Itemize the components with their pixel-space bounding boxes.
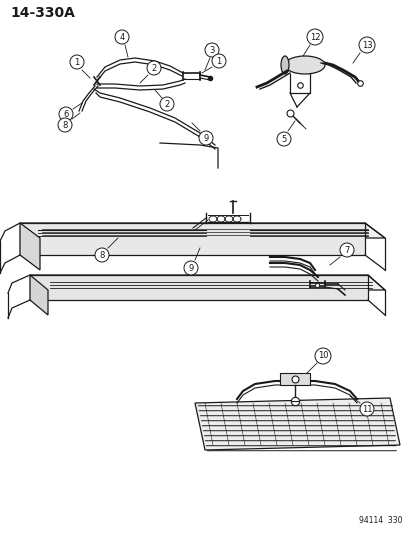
Circle shape [199,131,212,145]
Circle shape [358,37,374,53]
Text: 8: 8 [62,120,67,130]
Text: 4: 4 [119,33,124,42]
Text: 12: 12 [309,33,320,42]
Text: 8: 8 [99,251,104,260]
Polygon shape [20,223,40,270]
Polygon shape [30,275,367,300]
Text: 11: 11 [361,405,371,414]
Polygon shape [20,223,364,255]
Circle shape [147,61,161,75]
Circle shape [59,107,73,121]
Ellipse shape [280,56,288,74]
Text: 7: 7 [344,246,349,254]
Circle shape [204,43,218,57]
Circle shape [115,30,129,44]
Circle shape [211,54,225,68]
Ellipse shape [284,56,324,74]
Text: 5: 5 [281,134,286,143]
Circle shape [314,348,330,364]
Circle shape [306,29,322,45]
Text: 2: 2 [151,63,156,72]
Text: 10: 10 [317,351,328,360]
Polygon shape [279,373,309,385]
Polygon shape [20,223,384,238]
Polygon shape [30,275,48,315]
Text: 9: 9 [188,263,193,272]
Text: 2: 2 [164,100,169,109]
Text: 3: 3 [209,45,214,54]
Circle shape [70,55,84,69]
Circle shape [159,97,173,111]
Text: 1: 1 [74,58,79,67]
Text: 13: 13 [361,41,371,50]
Circle shape [58,118,72,132]
Circle shape [276,132,290,146]
Circle shape [183,261,197,275]
Text: 9: 9 [203,133,208,142]
Text: 1: 1 [216,56,221,66]
Circle shape [95,248,109,262]
Circle shape [339,243,353,257]
Polygon shape [30,275,384,290]
Text: 14-330A: 14-330A [10,6,75,20]
Polygon shape [195,398,399,450]
Text: 6: 6 [63,109,69,118]
Circle shape [359,402,373,416]
Text: 94114  330: 94114 330 [358,516,402,525]
